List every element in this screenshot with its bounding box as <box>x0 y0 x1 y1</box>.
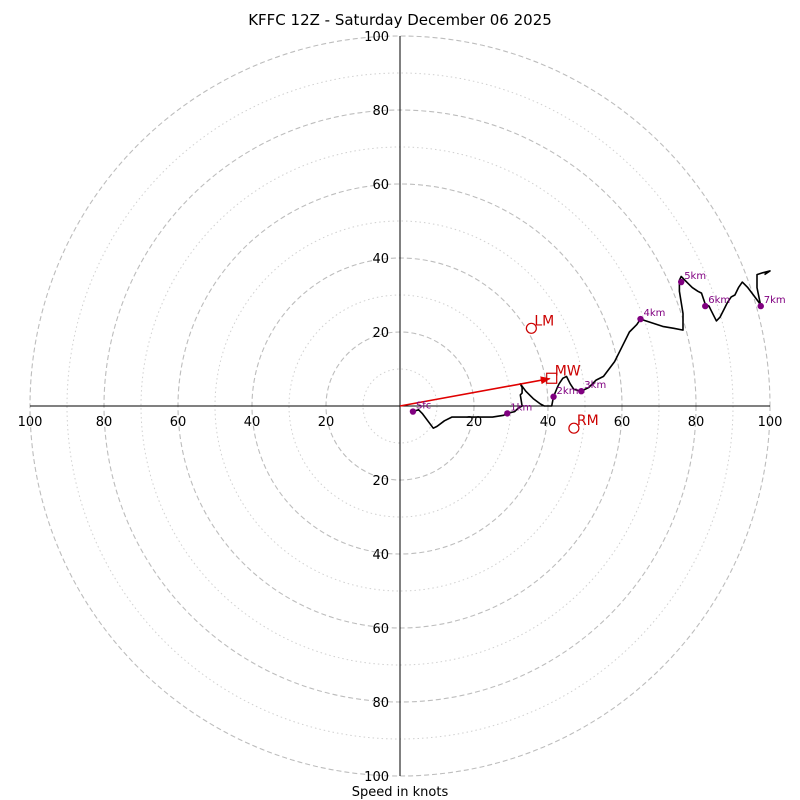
storm-motions: LM MW RM <box>525 313 599 434</box>
tick-up-20: 20 <box>372 326 389 341</box>
mean-wind-vector-arrow <box>399 376 551 407</box>
height-marker-sfc <box>409 408 417 415</box>
tick-left-40: 40 <box>244 415 261 430</box>
storm-motion-lm-marker <box>525 322 537 334</box>
tick-right-20: 20 <box>466 415 483 430</box>
tick-left-20: 20 <box>318 415 335 430</box>
tick-up-40: 40 <box>372 252 389 267</box>
height-marker-4km <box>637 315 644 323</box>
height-label-5km: 5km <box>684 271 706 282</box>
height-label-2km: 2km <box>557 386 579 397</box>
tick-right-40: 40 <box>540 415 557 430</box>
tick-down-60: 60 <box>372 622 389 637</box>
height-marker-7km <box>757 302 764 310</box>
tick-left-100: 100 <box>18 415 43 430</box>
tick-left-60: 60 <box>170 415 187 430</box>
chart-title: KFFC 12Z - Saturday December 06 2025 <box>248 11 552 29</box>
tick-down-20: 20 <box>372 474 389 489</box>
storm-motion-mw-label: MW <box>555 363 581 379</box>
tick-down-100: 100 <box>364 770 389 785</box>
height-marker-2km <box>550 393 557 400</box>
storm-motion-rm-label: RM <box>577 413 599 429</box>
height-markers: Sfc 1km 2km 3km 4km 5km 6km 7km <box>409 271 786 417</box>
tick-down-80: 80 <box>372 696 389 711</box>
hodograph-trace <box>412 270 771 430</box>
height-label-sfc: Sfc <box>416 401 431 412</box>
height-marker-1km <box>504 410 511 417</box>
tick-right-80: 80 <box>688 415 705 430</box>
height-marker-3km <box>578 388 585 395</box>
height-label-6km: 6km <box>708 295 730 306</box>
hodograph-trace-group <box>412 270 771 430</box>
tick-right-60: 60 <box>614 415 631 430</box>
height-marker-5km <box>678 278 685 286</box>
storm-motion-lm-label: LM <box>534 313 554 329</box>
height-label-3km: 3km <box>584 380 606 391</box>
tick-up-100: 100 <box>364 30 389 45</box>
storm-motion-mw-marker <box>546 372 558 384</box>
height-label-4km: 4km <box>644 308 666 319</box>
x-axis-label: Speed in knots <box>352 785 449 800</box>
tick-up-60: 60 <box>372 178 389 193</box>
storm-motion-rm-marker <box>568 422 580 434</box>
tick-labels: 100 80 60 40 20 20 40 60 80 100 20 40 60 80 100 20 40 60 8… <box>18 30 783 785</box>
tick-up-80: 80 <box>372 104 389 119</box>
tick-right-100: 100 <box>758 415 783 430</box>
height-marker-6km <box>702 302 709 310</box>
tick-left-80: 80 <box>96 415 113 430</box>
height-label-1km: 1km <box>510 402 532 413</box>
mean-wind-vector-group <box>399 376 551 407</box>
tick-down-40: 40 <box>372 548 389 563</box>
height-label-7km: 7km <box>764 295 786 306</box>
